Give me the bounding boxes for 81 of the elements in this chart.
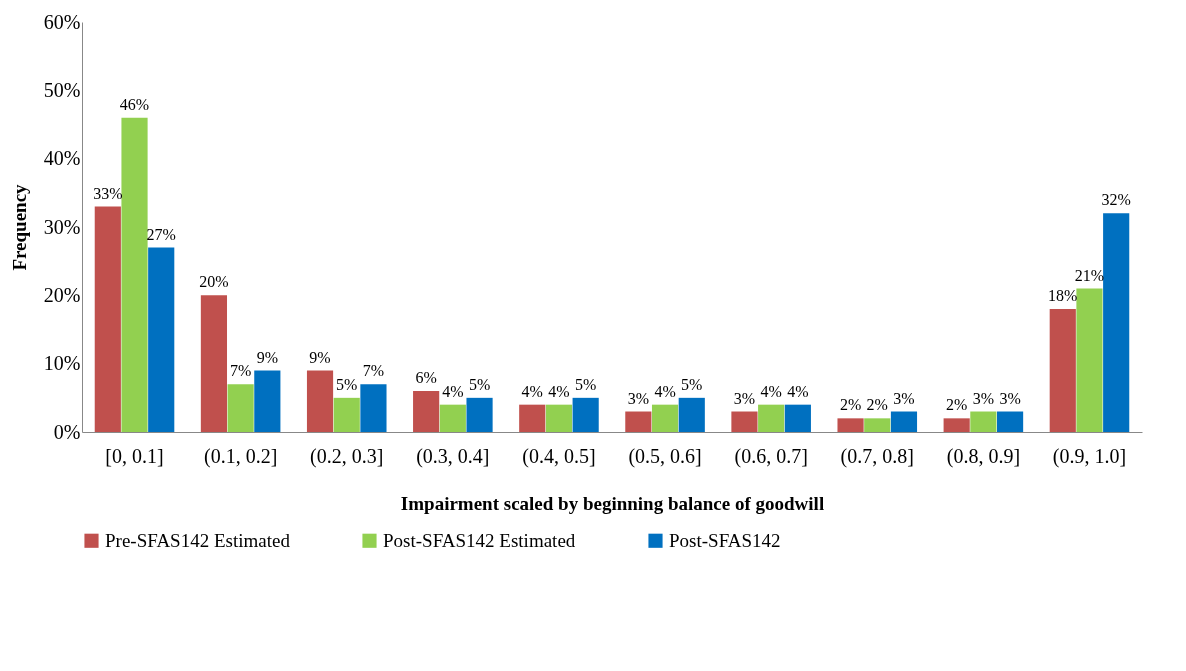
- x-tick-label: (0.6, 0.7]: [734, 444, 808, 468]
- bar: [519, 404, 546, 432]
- x-tick-label: (0.5, 0.6]: [628, 444, 702, 468]
- data-label: 33%: [93, 184, 123, 202]
- data-label: 46%: [119, 95, 150, 113]
- bar: [306, 370, 334, 432]
- data-label: 5%: [336, 375, 358, 393]
- bar: [439, 404, 466, 432]
- legend-label: Post-SFAS142: [669, 529, 781, 551]
- data-label: 4%: [521, 382, 543, 400]
- bar: [545, 404, 573, 432]
- bar: [572, 397, 599, 432]
- data-label: 27%: [146, 225, 176, 243]
- data-label: 4%: [442, 382, 464, 400]
- y-tick-label: 10%: [43, 352, 81, 375]
- data-label: 6%: [415, 369, 437, 386]
- bar: [94, 206, 121, 432]
- x-axis-title: Impairment scaled by beginning balance of goodwill: [400, 492, 825, 514]
- bar: [254, 370, 281, 432]
- bar: [943, 418, 970, 432]
- x-tick-label: (0.3, 0.4]: [416, 444, 490, 468]
- data-label: 5%: [681, 375, 703, 393]
- bar: [227, 384, 254, 432]
- data-label: 3%: [733, 389, 756, 407]
- data-label: 18%: [1048, 287, 1078, 304]
- bar: [784, 404, 811, 432]
- bar: [970, 411, 997, 432]
- bar: [413, 391, 440, 432]
- data-label: 7%: [229, 362, 252, 380]
- bar: [837, 418, 864, 432]
- data-label: 3%: [627, 389, 650, 407]
- data-label: 32%: [1101, 191, 1131, 209]
- data-label: 5%: [468, 375, 491, 393]
- data-label: 4%: [548, 382, 570, 400]
- x-tick-label: (0.9, 1.0]: [1052, 444, 1127, 468]
- bar: [360, 384, 387, 432]
- bar: [466, 397, 493, 432]
- y-axis-title: Frequency: [8, 183, 30, 271]
- data-label: 4%: [760, 382, 782, 400]
- bar: [625, 411, 652, 432]
- y-tick-label: 40%: [43, 147, 81, 170]
- data-label: 9%: [309, 348, 331, 366]
- bar: [758, 404, 785, 432]
- data-label: 5%: [574, 375, 597, 393]
- data-label: 3%: [999, 389, 1021, 407]
- bar: [1049, 309, 1076, 432]
- bar: [864, 418, 891, 432]
- bar: [148, 247, 175, 432]
- data-label: 20%: [199, 273, 229, 291]
- x-tick-label: (0.4, 0.5]: [522, 444, 596, 468]
- bar: [996, 411, 1024, 432]
- data-label: 4%: [654, 382, 676, 400]
- bar: [200, 295, 228, 432]
- data-label: 7%: [362, 362, 385, 380]
- bar: [333, 397, 360, 432]
- x-tick-label: (0.7, 0.8]: [840, 444, 914, 468]
- bar: [678, 397, 705, 432]
- y-tick-label: 0%: [53, 420, 81, 443]
- data-label: 3%: [893, 389, 915, 407]
- data-label: 3%: [972, 389, 995, 407]
- legend-label: Post-SFAS142 Estimated: [383, 529, 576, 551]
- y-tick-label: 30%: [43, 215, 81, 238]
- x-tick-label: [0, 0.1]: [105, 444, 164, 467]
- bar: [890, 411, 918, 432]
- bar: [1076, 288, 1103, 432]
- x-tick-label: (0.1, 0.2]: [203, 444, 278, 468]
- data-label: 9%: [256, 348, 278, 366]
- data-label: 2%: [946, 396, 968, 414]
- data-label: 4%: [787, 382, 809, 400]
- bar: [651, 404, 679, 432]
- bar: [731, 411, 758, 432]
- data-label: 2%: [839, 396, 862, 414]
- x-tick-label: (0.8, 0.9]: [946, 444, 1021, 468]
- legend-label: Pre-SFAS142 Estimated: [105, 529, 291, 551]
- bar: [1103, 213, 1130, 432]
- y-tick-label: 60%: [43, 10, 81, 33]
- y-tick-label: 50%: [43, 78, 81, 101]
- bar: [121, 117, 148, 432]
- data-label: 2%: [866, 396, 888, 414]
- x-tick-label: (0.2, 0.3]: [310, 444, 384, 468]
- y-tick-label: 20%: [43, 283, 81, 306]
